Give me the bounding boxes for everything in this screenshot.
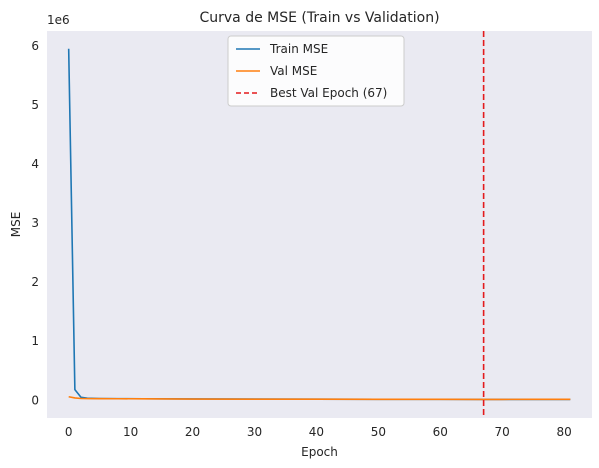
x-tick-label: 60 — [433, 425, 448, 439]
x-ticks: 0 10 20 30 40 50 60 70 80 — [65, 425, 572, 439]
y-axis-label: MSE — [9, 212, 23, 238]
x-tick-label: 30 — [247, 425, 262, 439]
x-tick-label: 0 — [65, 425, 73, 439]
legend-label: Val MSE — [270, 64, 317, 78]
y-tick-label: 5 — [31, 98, 39, 112]
x-tick-label: 40 — [309, 425, 324, 439]
x-axis-label: Epoch — [301, 445, 338, 459]
series-line — [68, 395, 571, 401]
y-tick-label: 1 — [31, 334, 39, 348]
legend-label: Best Val Epoch (67) — [270, 86, 387, 100]
y-tick-label: 0 — [31, 393, 39, 407]
legend: Train MSE Val MSE Best Val Epoch (67) — [227, 35, 405, 107]
series-lines — [67, 31, 571, 418]
y-tick-label: 2 — [31, 275, 39, 289]
y-tick-label: 4 — [31, 157, 39, 171]
legend-label: Train MSE — [269, 42, 328, 56]
chart-title: Curva de MSE (Train vs Validation) — [199, 10, 439, 26]
legend-box — [227, 35, 405, 107]
x-tick-label: 70 — [495, 425, 510, 439]
x-tick-label: 10 — [123, 425, 138, 439]
y-tick-label: 6 — [31, 39, 39, 53]
y-offset-label: 1e6 — [47, 13, 70, 27]
x-tick-label: 20 — [185, 425, 200, 439]
x-tick-label: 80 — [556, 425, 571, 439]
y-ticks: 0 1 2 3 4 5 6 — [31, 39, 39, 408]
y-tick-label: 3 — [31, 216, 39, 230]
x-tick-label: 50 — [371, 425, 386, 439]
